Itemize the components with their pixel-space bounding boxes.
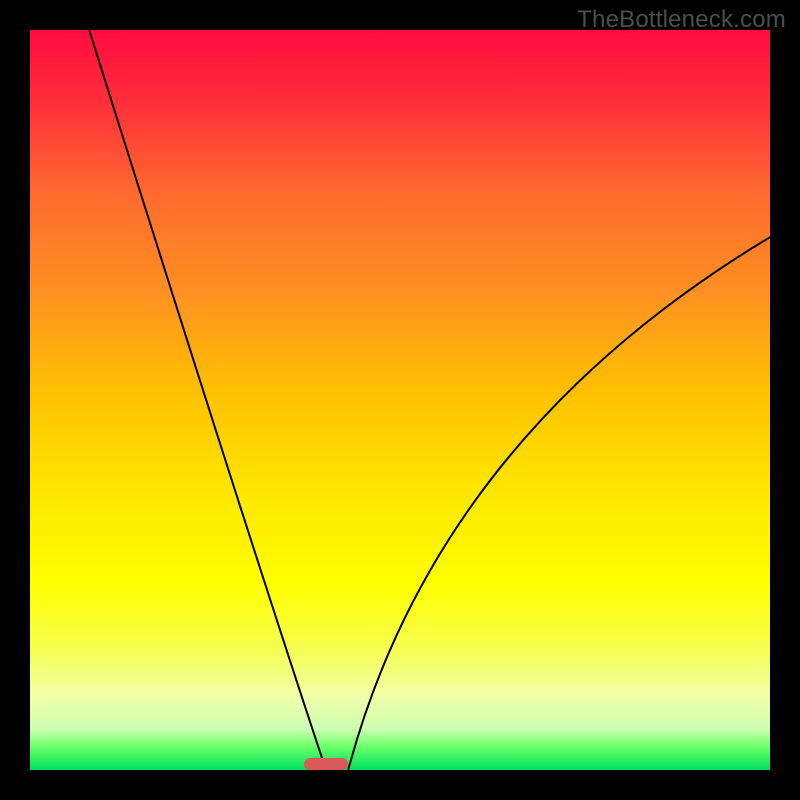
plot-area: [30, 30, 770, 770]
curves-layer: [30, 30, 770, 770]
chart-container: TheBottleneck.com: [0, 0, 800, 800]
curve-left: [89, 30, 326, 770]
bottleneck-marker: [304, 758, 348, 770]
curve-right: [348, 237, 770, 770]
watermark-text: TheBottleneck.com: [577, 6, 786, 34]
